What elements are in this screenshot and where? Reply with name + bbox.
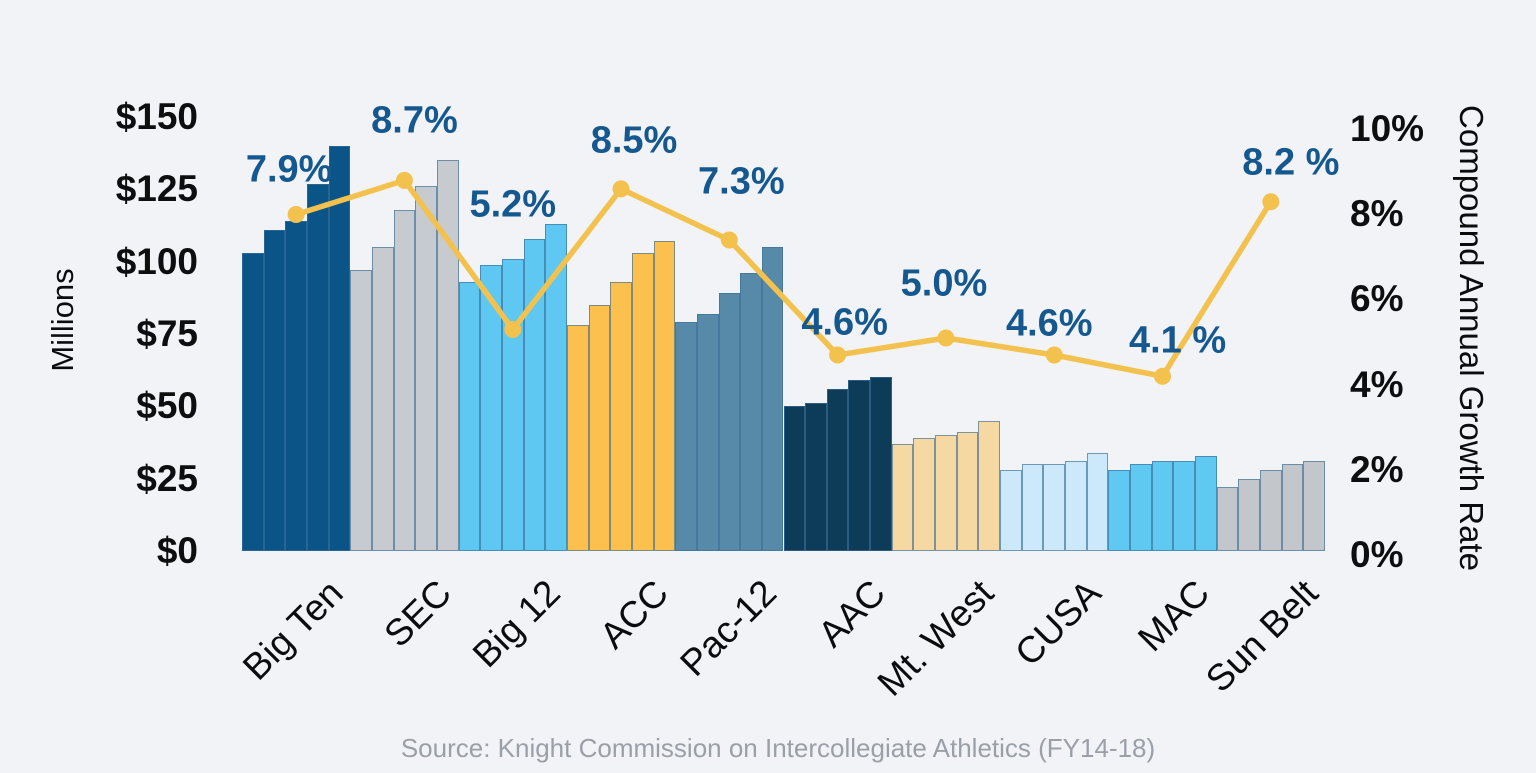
bar-mt-west-fy15 (913, 438, 936, 551)
right-tick-2: 2% (1350, 448, 1404, 490)
x-label-sun-belt: Sun Belt (1197, 572, 1326, 700)
bar-sun-belt-fy16 (1260, 469, 1282, 551)
x-label-big-ten: Big Ten (235, 572, 352, 688)
cagr-value-label-big-12: 5.2% (469, 183, 557, 226)
x-label-mt-west: Mt. West (869, 572, 1001, 704)
bar-big-ten-fy15 (263, 229, 286, 551)
cagr-value-label-sec: 8.7% (371, 99, 458, 142)
left-tick-150: $150 (115, 96, 198, 137)
bar-sun-belt-fy17 (1281, 464, 1304, 551)
x-label-aac: AAC (809, 572, 893, 655)
x-label-sec: SEC (376, 572, 460, 655)
right-tick-0: 0% (1350, 534, 1404, 575)
bar-mac-fy15 (1130, 464, 1152, 551)
right-tick-4: 4% (1350, 363, 1404, 405)
bar-cusa-fy17 (1065, 461, 1087, 551)
right-tick-8: 8% (1350, 193, 1404, 235)
left-tick-75: $75 (136, 313, 198, 354)
cagr-value-label-aac: 4.6% (801, 301, 888, 344)
x-label-big-12: Big 12 (464, 572, 568, 676)
x-label-pac-12: Pac-12 (672, 572, 785, 684)
bar-mac-fy16 (1151, 461, 1174, 551)
bar-aac-fy16 (826, 388, 849, 551)
bar-big-ten-fy14 (242, 252, 264, 551)
source-note: Source: Knight Commission on Intercolleg… (400, 733, 1156, 763)
cagr-value-label-big-ten: 7.9% (245, 148, 333, 191)
bar-cusa-fy14 (1000, 469, 1022, 551)
bar-sun-belt-fy15 (1238, 478, 1261, 551)
x-label-mac: MAC (1130, 572, 1218, 660)
bar-mt-west-fy18 (978, 420, 1001, 551)
bar-cusa-fy15 (1021, 464, 1044, 551)
bar-sun-belt-fy18 (1303, 461, 1325, 551)
bar-mac-fy17 (1173, 461, 1196, 551)
right-tick-6: 6% (1350, 278, 1404, 320)
left-tick-0: $0 (156, 530, 198, 571)
bar-sun-belt-fy14 (1216, 487, 1239, 551)
bar-aac-fy14 (783, 406, 806, 551)
bar-aac-fy17 (848, 380, 871, 551)
bar-cusa-fy16 (1043, 464, 1066, 551)
cagr-value-label-mt-west: 5.0% (900, 262, 988, 305)
bar-mt-west-fy14 (891, 443, 914, 551)
bar-aac-fy15 (805, 403, 827, 551)
cagr-value-label-sun-belt: 8.2 % (1242, 141, 1340, 184)
cagr-value-label-acc: 8.5% (590, 119, 678, 162)
x-label-cusa: CUSA (1007, 572, 1110, 674)
bar-mt-west-fy16 (935, 435, 957, 551)
left-tick-25: $25 (136, 457, 198, 499)
left-tick-50: $50 (136, 385, 198, 427)
bar-mac-fy18 (1195, 455, 1217, 551)
cagr-value-label-pac-12: 7.3% (698, 160, 785, 203)
x-label-acc: ACC (591, 572, 677, 657)
right-tick-10: 10% (1350, 108, 1425, 149)
bar-mt-west-fy17 (956, 432, 979, 551)
cagr-value-label-mac: 4.1 % (1128, 319, 1227, 362)
bar-cusa-fy18 (1086, 452, 1109, 551)
cagr-value-label-cusa: 4.6% (1005, 302, 1093, 345)
left-tick-125: $125 (115, 168, 198, 210)
left-tick-100: $100 (115, 240, 198, 282)
bar-mac-fy14 (1108, 469, 1131, 551)
